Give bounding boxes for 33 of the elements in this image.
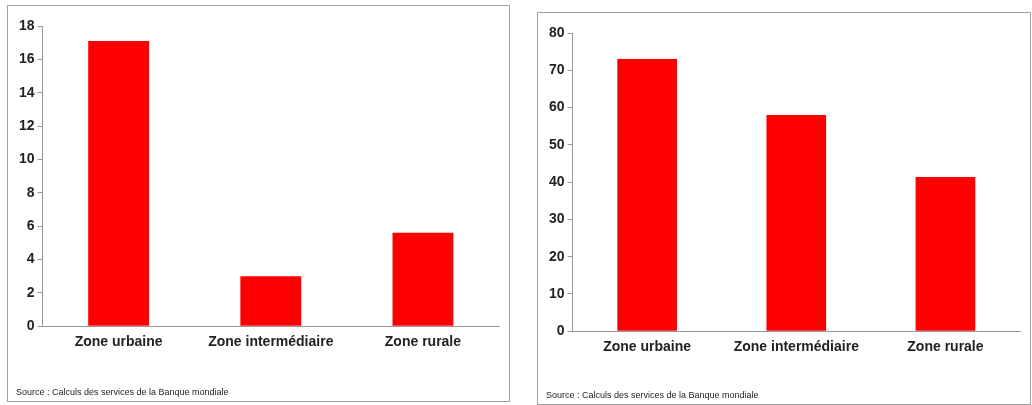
- x-tick-label: Zone intermédiaire: [733, 338, 860, 355]
- x-tick-label: Zone intermédiaire: [208, 333, 334, 350]
- y-tick-label: 50: [548, 135, 565, 152]
- source-note: Source : Calculs des services de la Banque mondiale: [546, 390, 759, 400]
- y-tick-label: 30: [548, 210, 565, 227]
- bar: [915, 176, 976, 331]
- y-tick-label: 2: [26, 283, 35, 300]
- y-tick-label: 80: [548, 23, 565, 40]
- x-tick-label: Zone rurale: [907, 338, 984, 355]
- y-tick-label: 70: [548, 61, 565, 78]
- y-tick-label: 0: [556, 322, 565, 339]
- y-tick-label: 10: [548, 284, 565, 301]
- x-tick-label: Zone urbaine: [74, 333, 163, 350]
- y-tick-label: 20: [548, 247, 565, 264]
- y-tick-label: 0: [26, 317, 35, 334]
- bar: [766, 115, 827, 331]
- y-tick-label: 10: [18, 150, 35, 167]
- bar: [392, 232, 454, 326]
- y-tick-label: 60: [548, 98, 565, 115]
- y-tick-label: 18: [18, 16, 35, 33]
- bar: [88, 41, 150, 326]
- y-tick-label: 8: [26, 183, 35, 200]
- source-note: Source : Calculs des services de la Banque mondiale: [16, 387, 229, 397]
- bar: [617, 59, 677, 331]
- y-tick-label: 14: [18, 83, 35, 100]
- y-tick-label: 6: [26, 216, 35, 233]
- y-tick-label: 16: [18, 50, 35, 67]
- y-tick-label: 40: [548, 172, 565, 189]
- bar: [240, 276, 302, 326]
- y-tick-label: 4: [26, 250, 35, 267]
- x-tick-label: Zone urbaine: [603, 338, 692, 355]
- x-tick-label: Zone rurale: [384, 333, 462, 350]
- y-tick-label: 12: [18, 116, 35, 133]
